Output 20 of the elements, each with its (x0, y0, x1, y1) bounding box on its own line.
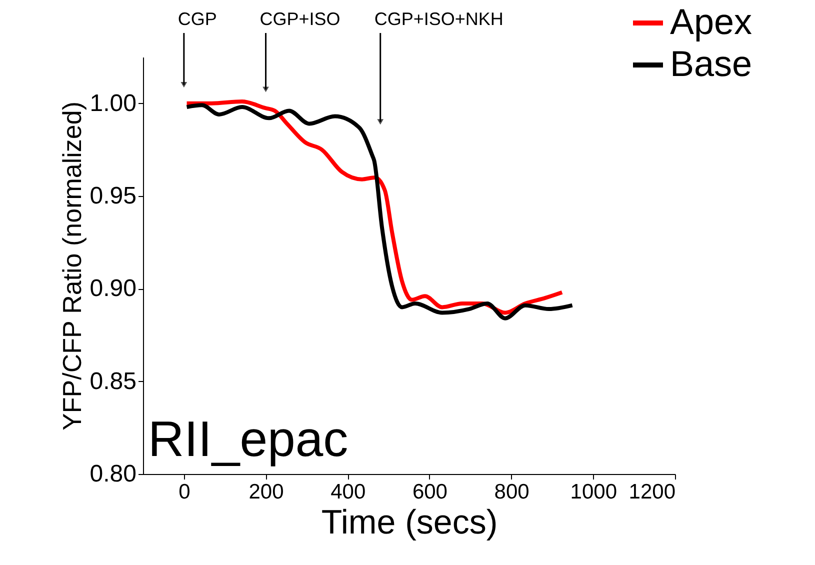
x-tick-label: 1000 (570, 480, 618, 504)
x-axis-title: Time (secs) (321, 504, 498, 542)
annotation: CGP (178, 9, 217, 29)
x-tick-label: 800 (494, 480, 530, 504)
annotation: CGP+ISO (260, 9, 340, 29)
y-tick-label: 1.00 (90, 90, 136, 117)
x-tick-label: 600 (412, 480, 448, 504)
y-tick-label: 0.95 (90, 182, 136, 210)
x-tick-label: 1200 (628, 480, 676, 504)
y-axis-title: YFP/CFP Ratio (normalized) (56, 102, 87, 430)
x-tick-label: 0 (178, 480, 190, 504)
annotation: RII_epac (148, 411, 348, 467)
x-tick-label: 400 (330, 480, 366, 504)
legend-label: Base (670, 43, 752, 84)
y-tick-label: 0.85 (90, 368, 136, 395)
x-tick-label: 200 (248, 480, 284, 504)
y-tick-label: 0.90 (90, 275, 136, 302)
annotation: CGP+ISO+NKH (374, 9, 504, 29)
y-tick-label: 0.80 (90, 460, 136, 488)
legend-label: Apex (670, 1, 752, 42)
